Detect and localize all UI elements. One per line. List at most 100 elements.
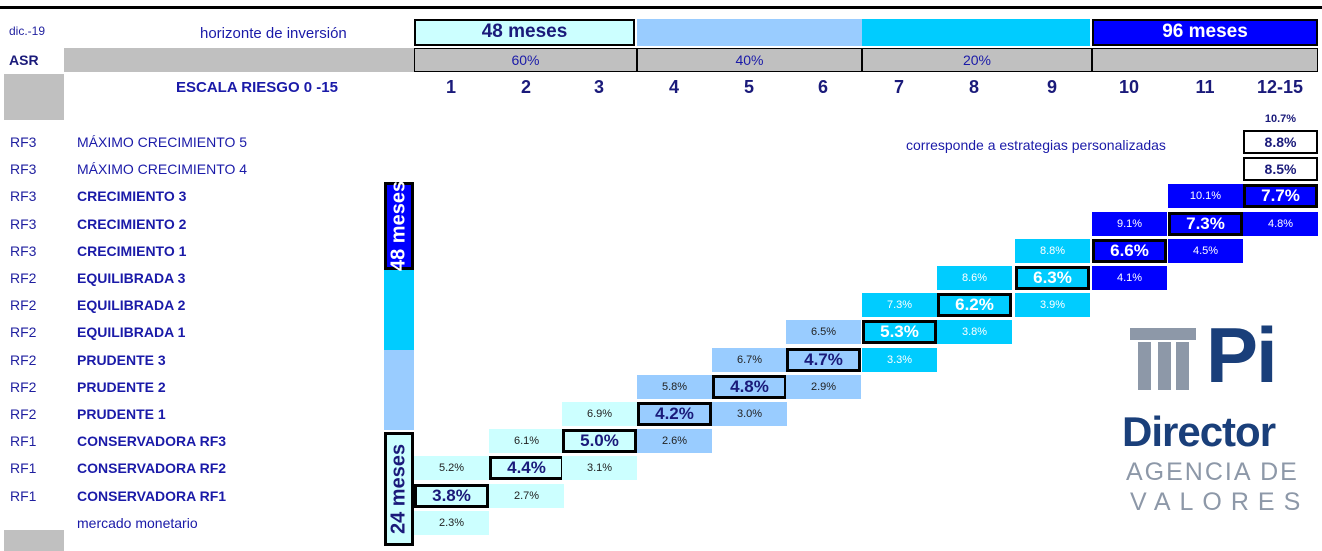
return-cell: 4.8% <box>1243 211 1318 236</box>
return-cell-main: 5.0% <box>562 429 637 454</box>
return-cell: 4.1% <box>1092 266 1167 290</box>
row-code: RF3 <box>10 242 37 259</box>
row-name: MÁXIMO CRECIMIENTO 5 <box>77 134 248 150</box>
scale-value: 7 <box>893 77 904 97</box>
row-name: CRECIMIENTO 2 <box>77 215 187 232</box>
logo-name: Director <box>1122 408 1276 455</box>
return-cell-main: 8.5% <box>1243 157 1318 182</box>
row-name: CONSERVADORA RF1 <box>77 487 227 504</box>
asr-label: ASR <box>9 52 39 68</box>
row-code: RF3 <box>10 134 37 150</box>
row-name: MÁXIMO CRECIMIENTO 4 <box>77 161 248 178</box>
vertical-24-label: 24 meses <box>384 432 414 546</box>
scale-value: 5 <box>743 77 754 97</box>
left-grey-lower <box>4 530 64 551</box>
pct-40-label: 40% <box>735 52 764 68</box>
return-cell-main: 4.4% <box>489 456 564 481</box>
personalized-note: corresponde a estrategias personalizadas <box>906 137 1166 153</box>
scale-value: 6 <box>817 77 828 97</box>
row-code: RF3 <box>10 188 37 205</box>
row-name: PRUDENTE 3 <box>77 351 166 368</box>
pct-60-label: 60% <box>511 52 540 68</box>
pi-emblem-icon <box>1130 328 1196 390</box>
logo-line1: AGENCIA DE <box>1126 458 1299 486</box>
horizon-band-cyan <box>862 19 1090 46</box>
row-code: RF3 <box>10 215 37 232</box>
return-cell: 6.5% <box>786 320 861 345</box>
scale-value: 2 <box>520 77 531 97</box>
row-name: mercado monetario <box>77 514 198 531</box>
row-name: CONSERVADORA RF3 <box>77 433 227 450</box>
return-cell: 6.7% <box>712 347 787 372</box>
horizon-label: horizonte de inversión <box>200 25 347 42</box>
scale-value: 10 <box>1118 77 1140 97</box>
row-code: RF2 <box>10 324 37 341</box>
return-cell: 3.8% <box>937 320 1012 345</box>
return-cell: 4.5% <box>1168 238 1243 263</box>
row-code: RF2 <box>10 406 37 422</box>
return-cell: 3.0% <box>712 402 787 426</box>
logo-brand: Pi <box>1206 311 1278 399</box>
return-cell-main: 8.8% <box>1243 130 1318 154</box>
row-code: RF2 <box>10 297 37 314</box>
return-cell-main: 4.2% <box>637 402 712 426</box>
return-cell: 9.1% <box>1092 211 1167 236</box>
row-code: RF1 <box>10 460 37 477</box>
left-grey-column <box>4 74 64 120</box>
return-cell-main: 6.6% <box>1092 238 1167 263</box>
scale-value: 12-15 <box>1256 77 1304 97</box>
row-name: EQUILIBRADA 3 <box>77 270 186 286</box>
return-cell: 10.7% <box>1264 113 1297 125</box>
pct-96-box <box>1092 48 1318 72</box>
return-cell: 2.7% <box>489 483 564 508</box>
return-cell: 3.1% <box>562 456 637 481</box>
pct-60-box <box>414 48 637 72</box>
row-code: RF3 <box>10 161 37 178</box>
logo-line2: VALORES <box>1130 488 1310 516</box>
logo: Pi Director AGENCIA DE VALORES <box>1118 311 1310 528</box>
return-cell: 3.3% <box>862 347 937 372</box>
pct-40-box <box>637 48 862 72</box>
return-cell-main: 7.7% <box>1243 184 1318 209</box>
return-cell-main: 5.3% <box>862 320 937 345</box>
scale-value: 3 <box>593 77 604 97</box>
vertical-band-lightblue <box>384 350 414 430</box>
vertical-48-label: 48 meses <box>384 181 414 271</box>
date-label: dic.-19 <box>9 24 46 38</box>
return-cell: 8.6% <box>937 266 1012 290</box>
scale-label: ESCALA RIESGO 0 -15 <box>176 79 338 96</box>
return-cell: 3.9% <box>1015 293 1090 318</box>
return-cell: 5.8% <box>637 374 712 399</box>
horizon-48-box <box>414 19 635 46</box>
return-cell: 6.1% <box>489 429 564 454</box>
horizon-band-lightblue <box>637 19 862 46</box>
pct-20-box <box>862 48 1092 72</box>
horizon-48-label: 48 meses <box>481 21 568 42</box>
top-border <box>0 6 1322 9</box>
vertical-band-cyan <box>384 270 414 350</box>
return-cell-main: 6.2% <box>937 293 1012 318</box>
return-cell: 2.3% <box>414 510 489 535</box>
pct-20-label: 20% <box>962 52 992 68</box>
return-cell: 2.9% <box>786 374 861 399</box>
scale-value: 1 <box>445 77 456 97</box>
row-name: PRUDENTE 2 <box>77 378 166 395</box>
row-code: RF2 <box>10 270 37 286</box>
return-cell: 7.3% <box>862 293 937 318</box>
row-code: RF2 <box>10 378 37 395</box>
scale-value: 11 <box>1195 77 1215 97</box>
return-cell-main: 4.8% <box>712 374 787 399</box>
return-cell-main: 7.3% <box>1168 211 1243 236</box>
return-cell: 2.6% <box>637 429 712 454</box>
return-cell: 10.1% <box>1168 184 1243 209</box>
row-code: RF1 <box>10 433 37 450</box>
scale-value: 8 <box>968 77 979 97</box>
return-cell-main: 4.7% <box>786 347 861 372</box>
row-name: PRUDENTE 1 <box>77 406 166 422</box>
row-name: EQUILIBRADA 1 <box>77 324 186 341</box>
scale-value: 4 <box>668 77 679 97</box>
row-code: RF2 <box>10 351 37 368</box>
asr-grey-band <box>64 48 414 72</box>
row-name: EQUILIBRADA 2 <box>77 297 186 314</box>
